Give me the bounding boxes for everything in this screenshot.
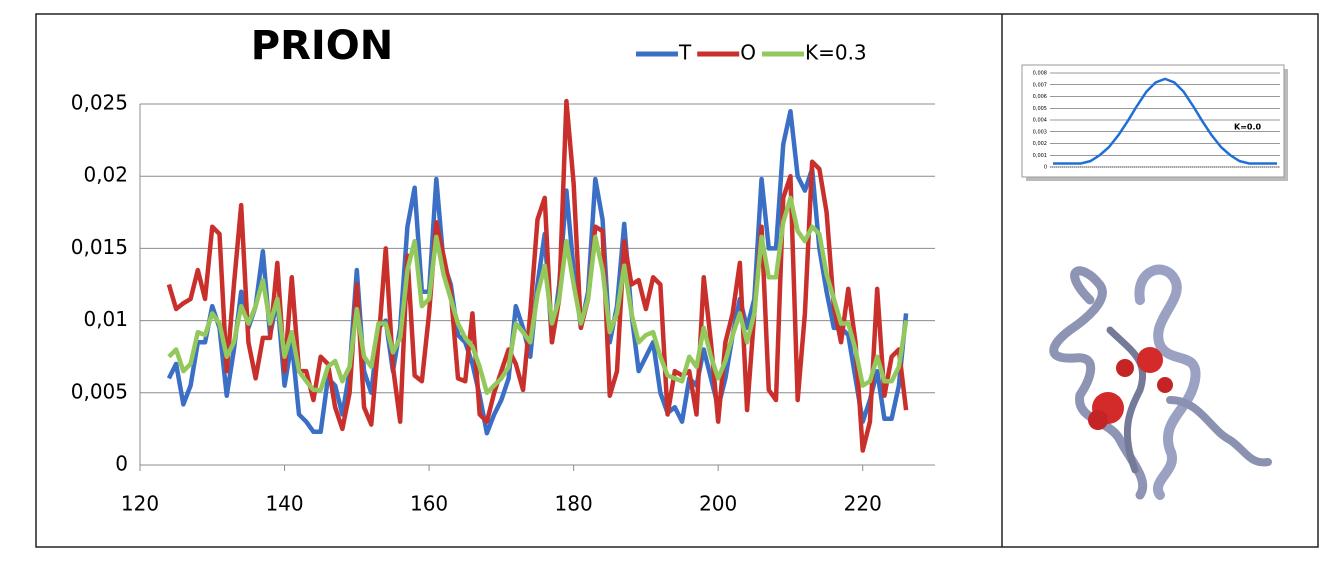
y-tick-label: 0,005	[71, 379, 128, 403]
inset-frame	[1021, 64, 1285, 178]
y-tick-label: 0,01	[83, 307, 128, 331]
y-tick-label: 0,015	[71, 235, 128, 259]
y-tick-label: 0,002	[1033, 141, 1047, 147]
annotation: K=0.0	[1234, 123, 1262, 132]
x-tick-label: 220	[844, 492, 882, 516]
chart-title: PRION	[251, 23, 393, 69]
ribbon	[1106, 326, 1147, 474]
ribbon	[1134, 264, 1201, 500]
x-tick-label: 200	[699, 492, 737, 516]
residue	[1157, 377, 1173, 393]
legend-label: T	[678, 41, 692, 65]
residue	[1088, 410, 1108, 430]
series-line	[1053, 77, 1277, 165]
y-tick-label: 0	[1044, 165, 1047, 171]
ribbon	[1049, 266, 1148, 500]
series-line	[166, 98, 909, 453]
ribbon	[1166, 396, 1272, 467]
residue	[1116, 359, 1134, 377]
x-tick-label: 180	[555, 492, 593, 516]
y-tick-label: 0,007	[1033, 82, 1047, 88]
x-tick-label: 160	[410, 492, 448, 516]
y-tick-label: 0,001	[1033, 153, 1047, 159]
legend-label: O	[740, 41, 756, 65]
series-line	[167, 195, 909, 396]
protein	[1049, 264, 1272, 500]
y-tick-label: 0	[115, 452, 128, 476]
legend-label: K=0.3	[805, 41, 867, 65]
residue	[1137, 347, 1163, 373]
x-tick-label: 120	[121, 492, 159, 516]
y-tick-label: 0,008	[1033, 71, 1047, 77]
y-tick-label: 0,025	[71, 91, 128, 115]
x-tick-label: 140	[265, 492, 303, 516]
y-tick-label: 0,003	[1033, 129, 1047, 135]
y-tick-label: 0,02	[83, 163, 128, 187]
y-tick-label: 0,005	[1033, 106, 1047, 112]
y-tick-label: 0,006	[1033, 94, 1047, 100]
y-tick-label: 0,004	[1033, 118, 1047, 124]
